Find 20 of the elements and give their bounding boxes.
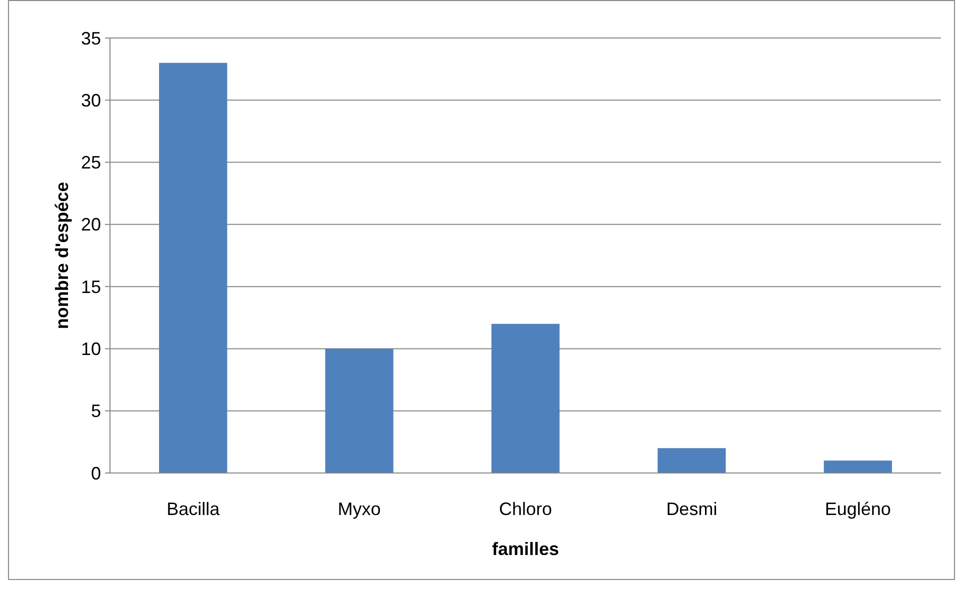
y-tick-label: 20	[80, 214, 101, 235]
bar	[325, 348, 394, 473]
bar	[824, 460, 892, 473]
y-tick-label: 5	[90, 401, 101, 422]
y-tick-label: 30	[80, 90, 101, 110]
bar	[159, 62, 228, 473]
y-tick-label: 25	[80, 152, 101, 173]
x-tick-label: Bacilla	[166, 499, 221, 519]
x-tick-label: Desmi	[666, 499, 718, 519]
y-tick-label: 0	[90, 463, 101, 484]
bar	[658, 448, 726, 473]
x-axis-title: familles	[492, 539, 560, 559]
x-tick-label: Eugléno	[824, 499, 891, 519]
bar	[491, 324, 560, 473]
x-tick-label: Myxo	[338, 499, 381, 519]
y-axis-title: nombre d'espéce	[52, 182, 72, 330]
y-tick-label: 10	[80, 339, 101, 360]
y-tick-label: 35	[80, 28, 101, 48]
y-tick-label: 15	[80, 276, 101, 297]
x-tick-label: Chloro	[498, 499, 552, 519]
